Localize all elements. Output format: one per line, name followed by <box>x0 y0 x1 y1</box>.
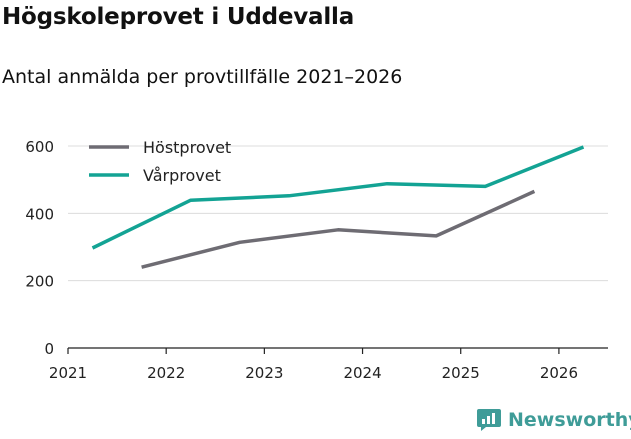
series-line-hostprovet <box>141 189 536 269</box>
x-tick-label: 2023 <box>245 364 283 382</box>
newsworthy-logo-icon <box>477 409 501 431</box>
x-tick-label: 2022 <box>147 364 185 382</box>
brand-name: Newsworthy <box>508 409 631 431</box>
y-tick-label: 400 <box>25 205 54 223</box>
series-line-varprovet <box>91 145 585 250</box>
chart-subtitle: Antal anmälda per provtillfälle 2021–202… <box>2 66 403 88</box>
x-tick-label: 2025 <box>442 364 480 382</box>
y-tick-label: 0 <box>44 340 54 358</box>
x-tick-label: 2024 <box>343 364 381 382</box>
legend-label: Höstprovet <box>143 138 231 157</box>
y-tick-label: 600 <box>25 138 54 156</box>
brand-logo: Newsworthy <box>476 408 631 432</box>
y-tick-label: 200 <box>25 273 54 291</box>
x-tick-label: 2026 <box>540 364 578 382</box>
x-tick-label: 2021 <box>49 364 87 382</box>
chart-title: Högskoleprovet i Uddevalla <box>2 4 355 30</box>
legend-label: Vårprovet <box>143 166 221 185</box>
